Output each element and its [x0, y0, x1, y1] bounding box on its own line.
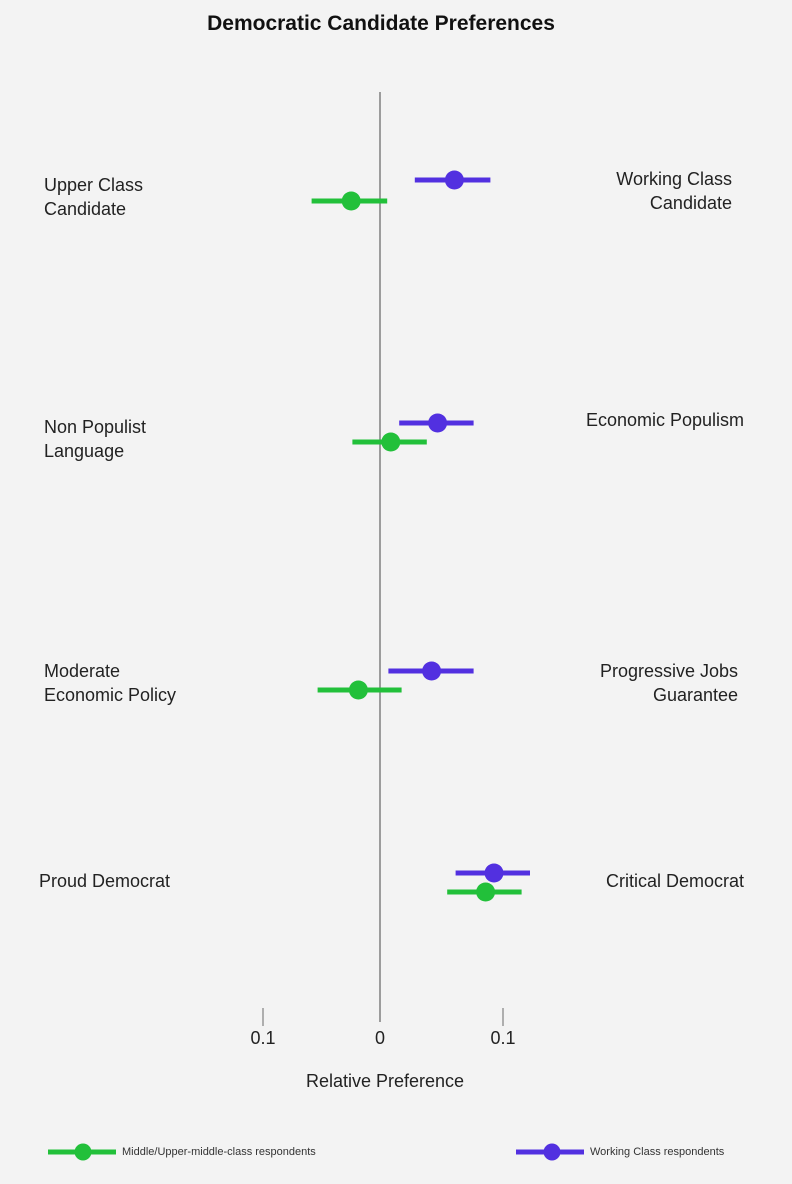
row1-left-line2: Candidate: [44, 199, 127, 219]
point-marker: [381, 432, 401, 452]
point-marker: [341, 191, 361, 211]
legend-item-working-class: Working Class respondents: [516, 1140, 724, 1164]
chart-title: Democratic Candidate Preferences: [207, 12, 555, 35]
legend-item-middle-class: Middle/Upper-middle-class respondents: [48, 1140, 316, 1164]
middle-class-point-row4: [447, 882, 522, 902]
row2-left-line1: Non Populist: [44, 417, 147, 437]
point-marker: [428, 413, 448, 433]
row1-left-label: Upper Class Candidate: [44, 173, 143, 221]
row1-right-line1: Working Class: [616, 169, 732, 189]
middle-class-point-row1: [311, 191, 388, 211]
legend-marker-purple-icon: [516, 1143, 584, 1161]
row4-right-label: Critical Democrat: [606, 869, 744, 893]
working-class-point-row4: [455, 863, 530, 883]
row3-right-line2: Guarantee: [652, 685, 738, 705]
row1-right-line2: Candidate: [649, 193, 732, 213]
row4-right-line1: Critical Democrat: [605, 871, 744, 891]
working-class-point-row3: [388, 661, 474, 681]
x-axis-title: Relative Preference: [305, 1071, 465, 1091]
series-layer: [311, 170, 530, 902]
row3-left-line1: Moderate: [44, 661, 121, 681]
row3-right-label: Progressive Jobs Guarantee: [600, 659, 738, 707]
middle-class-point-row3: [317, 680, 402, 700]
row3-left-line2: Economic Policy: [44, 685, 177, 705]
row3-left-label: Moderate Economic Policy: [44, 659, 176, 707]
legend-marker-green-icon: [48, 1143, 116, 1161]
row1-right-label: Working Class Candidate: [616, 167, 732, 215]
working-class-point-row1: [414, 170, 491, 190]
row2-left-label: Non Populist Language: [44, 415, 146, 463]
row1-left-line1: Upper Class: [44, 175, 144, 195]
tick-label-neg: 0.1: [250, 1028, 276, 1048]
point-marker: [484, 863, 504, 883]
row4-left-line1: Proud Democrat: [39, 871, 171, 891]
legend-label-middle-class: Middle/Upper-middle-class respondents: [122, 1146, 316, 1158]
row2-left-line2: Language: [44, 441, 125, 461]
middle-class-point-row2: [352, 432, 427, 452]
tick-label-zero: 0: [374, 1028, 386, 1048]
row4-left-label: Proud Democrat: [39, 869, 170, 893]
row2-right-label: Economic Populism: [586, 408, 744, 432]
working-class-point-row2: [399, 413, 474, 433]
tick-label-pos: 0.1: [490, 1028, 516, 1048]
legend-label-working-class: Working Class respondents: [590, 1146, 725, 1158]
point-marker: [422, 661, 442, 681]
point-marker: [444, 170, 464, 190]
row2-right-line1: Economic Populism: [585, 410, 744, 430]
row3-right-line1: Progressive Jobs: [599, 661, 738, 681]
point-marker: [476, 882, 496, 902]
point-marker: [348, 680, 368, 700]
